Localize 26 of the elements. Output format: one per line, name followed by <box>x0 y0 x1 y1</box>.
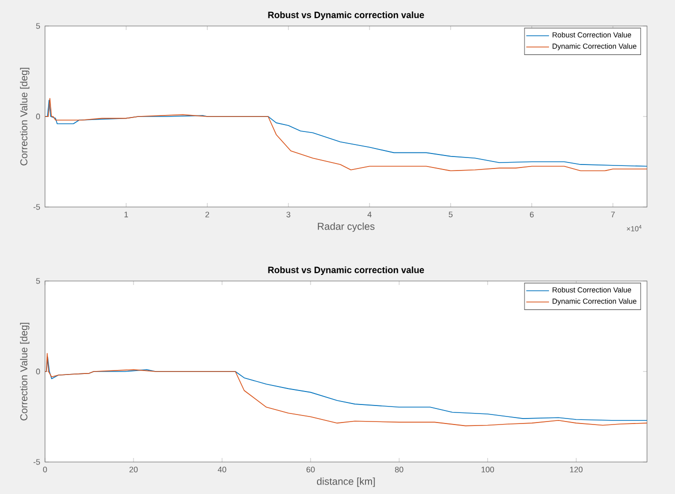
x-tick-label: 20 <box>129 466 138 472</box>
x-tick-label: 4 <box>367 212 372 218</box>
x-tick-label: 100 <box>482 466 494 472</box>
x-axis-title: Radar cycles <box>318 222 375 232</box>
y-tick-label: 5 <box>36 278 40 284</box>
x-tick-label: 60 <box>306 466 315 472</box>
y-tick-label: 0 <box>36 114 40 120</box>
x-axis-title: distance [km] <box>316 478 375 487</box>
x-tick-label: 3 <box>286 212 290 218</box>
x-tick-label: 7 <box>611 212 615 218</box>
x-tick-label: 40 <box>218 466 226 472</box>
x-tick-label: 6 <box>530 212 534 218</box>
chart-title: Robust vs Dynamic correction value <box>268 11 424 20</box>
x-tick-label: 120 <box>570 466 583 472</box>
y-axis-title: Correction Value [deg] <box>20 322 30 420</box>
x-tick-label: 2 <box>205 212 210 218</box>
x-tick-label: 80 <box>395 466 404 472</box>
y-axis-title: Correction Value [deg] <box>20 68 30 166</box>
y-tick-label: -5 <box>34 459 40 465</box>
x-tick-label: 1 <box>124 212 128 218</box>
y-tick-label: 0 <box>36 368 40 374</box>
y-tick-label: -5 <box>34 204 40 210</box>
x-tick-label: 0 <box>43 466 47 472</box>
x-tick-label: 5 <box>448 212 453 218</box>
chart-title: Robust vs Dynamic correction value <box>268 266 424 275</box>
y-tick-label: 5 <box>36 23 40 29</box>
